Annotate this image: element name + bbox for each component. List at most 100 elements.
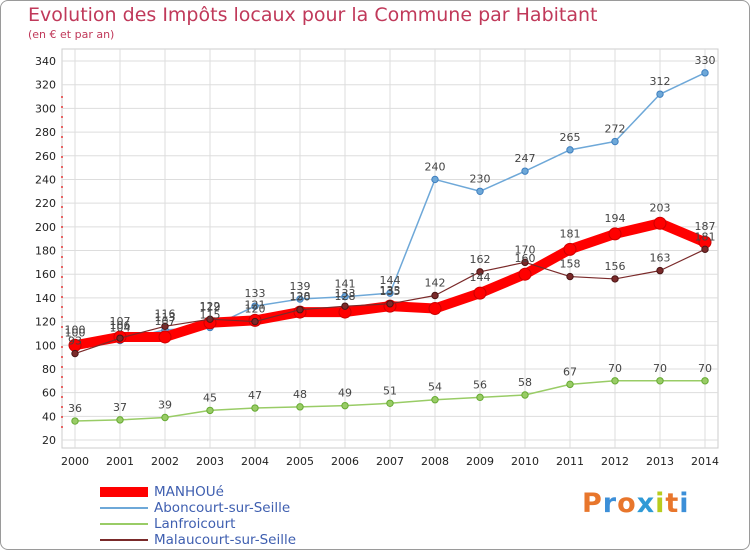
data-label: 45	[203, 391, 217, 404]
data-point	[251, 317, 259, 326]
data-point	[206, 315, 214, 323]
data-label: 67	[563, 365, 577, 378]
x-tick-label: 2011	[556, 455, 584, 468]
data-label: 312	[650, 75, 671, 88]
data-point	[656, 90, 664, 98]
data-label: 36	[68, 402, 82, 415]
y-tick-label: 80	[42, 363, 56, 376]
data-point	[701, 245, 709, 254]
data-label: 107	[110, 315, 131, 328]
data-point	[161, 322, 169, 330]
data-point	[341, 292, 349, 301]
data-label: 39	[158, 398, 172, 411]
y-tick-label: 220	[35, 197, 56, 210]
y-tick-label: 20	[42, 434, 56, 447]
data-label: 160	[515, 252, 536, 265]
x-tick-label: 2002	[151, 455, 179, 468]
data-label: 58	[518, 376, 532, 389]
data-label: 115	[200, 308, 221, 321]
data-point	[608, 227, 622, 241]
legend-label: Lanfroicourt	[154, 516, 236, 532]
data-point	[431, 175, 439, 184]
data-label: 139	[290, 280, 311, 293]
data-point	[71, 349, 79, 358]
y-tick-label: 320	[35, 79, 56, 92]
data-label: 107	[155, 315, 176, 328]
data-label: 162	[470, 253, 491, 266]
x-tick-label: 2003	[196, 455, 224, 468]
logo-letter: P	[582, 488, 603, 519]
y-tick-label: 280	[35, 126, 56, 139]
legend-swatch	[100, 523, 148, 525]
legend-item-malaucourt[interactable]: Malaucourt-sur-Seille	[100, 532, 296, 548]
data-point	[521, 167, 529, 175]
data-point	[251, 404, 259, 412]
data-label: 70	[608, 362, 622, 375]
data-point	[251, 302, 259, 310]
data-point	[428, 302, 442, 316]
data-label: 70	[653, 362, 667, 375]
data-label: 121	[245, 298, 266, 311]
data-point	[701, 377, 709, 385]
logo-letter: i	[679, 488, 690, 519]
data-label: 203	[650, 201, 671, 214]
data-point	[476, 187, 484, 195]
logo-letter: x	[636, 488, 656, 519]
data-point	[611, 137, 619, 146]
data-label: 141	[335, 278, 356, 291]
data-label: 158	[560, 258, 581, 271]
y-tick-label: 340	[35, 55, 56, 68]
data-label: 187	[695, 220, 716, 233]
data-point	[656, 266, 664, 275]
x-tick-label: 2014	[691, 455, 719, 468]
data-point	[611, 377, 619, 385]
data-point	[476, 393, 484, 402]
data-point	[161, 413, 169, 422]
chart-subtitle: (en € et par an)	[28, 28, 115, 41]
logo-letter: t	[665, 488, 680, 519]
legend-swatch	[100, 539, 148, 541]
data-point	[341, 302, 349, 310]
y-tick-label: 160	[35, 268, 56, 281]
data-point	[158, 330, 172, 344]
data-label: 51	[383, 384, 397, 397]
data-label: 47	[248, 389, 262, 402]
legend-item-aboncourt[interactable]: Aboncourt-sur-Seille	[100, 500, 296, 516]
data-label: 163	[650, 252, 671, 265]
x-tick-label: 2007	[376, 455, 404, 468]
y-tick-label: 60	[42, 387, 56, 400]
y-tick-label: 240	[35, 173, 56, 186]
y-tick-label: 200	[35, 221, 56, 234]
data-point	[656, 377, 664, 385]
data-label: 230	[470, 172, 491, 185]
y-tick-label: 300	[35, 102, 56, 115]
data-label: 170	[515, 243, 536, 256]
legend-swatch	[100, 487, 148, 497]
data-label: 330	[695, 54, 716, 67]
data-label: 181	[695, 230, 716, 243]
y-tick-label: 120	[35, 316, 56, 329]
data-label: 272	[605, 123, 626, 136]
logo-letter: r	[602, 488, 618, 519]
legend-item-lanfroicourt[interactable]: Lanfroicourt	[100, 516, 296, 532]
data-label: 116	[155, 307, 176, 320]
data-point	[386, 399, 394, 407]
data-point	[701, 69, 709, 77]
chart-legend: MANHOUé Aboncourt-sur-Seille Lanfroicour…	[100, 484, 296, 548]
data-label: 54	[428, 381, 442, 394]
data-point	[206, 406, 214, 415]
y-tick-label: 100	[35, 339, 56, 352]
data-label: 119	[200, 301, 221, 314]
data-point	[521, 391, 529, 399]
x-tick-label: 2012	[601, 455, 629, 468]
data-label: 128	[335, 290, 356, 303]
legend-item-manhoue[interactable]: MANHOUé	[100, 484, 296, 500]
data-point	[116, 416, 124, 424]
data-label: 113	[155, 311, 176, 324]
data-point	[341, 401, 349, 410]
data-label: 144	[380, 274, 401, 287]
data-label: 56	[473, 378, 487, 391]
data-point	[563, 242, 577, 256]
data-label: 48	[293, 388, 307, 401]
